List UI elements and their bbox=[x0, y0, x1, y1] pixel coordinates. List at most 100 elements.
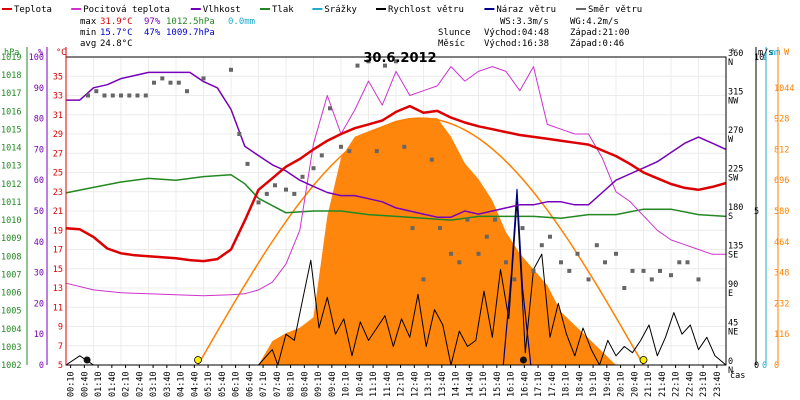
winddir-tick-dir: S bbox=[728, 212, 733, 222]
wind-direction-point bbox=[135, 93, 140, 98]
wind-direction-point bbox=[245, 161, 250, 166]
time-tick-label: 07:40 bbox=[273, 371, 283, 397]
time-tick-label: 03:40 bbox=[163, 371, 173, 397]
wind-direction-point bbox=[160, 76, 165, 81]
wind-direction-point bbox=[176, 80, 181, 85]
wind-direction-point bbox=[143, 93, 148, 98]
time-tick-label: 08:10 bbox=[287, 371, 297, 397]
humidity-tick: 40 bbox=[34, 238, 44, 248]
solar-tick: 812 bbox=[774, 145, 789, 155]
time-tick-label: 20:10 bbox=[617, 371, 627, 397]
pressure-tick: 1009 bbox=[1, 234, 21, 244]
pressure-tick: 1002 bbox=[1, 361, 21, 371]
wind-direction-point bbox=[355, 63, 360, 68]
solar-theoretical-curve bbox=[197, 117, 645, 366]
wind-direction-point bbox=[366, 59, 371, 64]
wind-direction-point bbox=[677, 260, 682, 265]
wind-direction-point bbox=[641, 268, 646, 273]
wind-direction-point bbox=[421, 277, 426, 282]
wind-direction-point bbox=[311, 166, 316, 171]
temp-tick: 7 bbox=[58, 342, 63, 352]
time-tick-label: 06:40 bbox=[245, 371, 255, 397]
winddir-tick-deg: 135 bbox=[728, 242, 743, 252]
time-tick-label: 13:40 bbox=[438, 371, 448, 397]
wind-direction-point bbox=[394, 59, 398, 64]
pressure-tick: 1011 bbox=[1, 198, 21, 208]
wind-direction-point bbox=[614, 251, 618, 256]
pressure-tick: 1012 bbox=[1, 180, 21, 190]
series-line-tlak bbox=[65, 174, 727, 221]
stats-max-press: 1012.5hPa bbox=[166, 17, 215, 27]
solar-area bbox=[197, 117, 645, 366]
legend-label: Srážky bbox=[324, 5, 357, 15]
time-tick-label: 04:10 bbox=[177, 371, 187, 397]
solar-tick: 580 bbox=[774, 207, 789, 217]
solar-fill bbox=[258, 118, 616, 365]
sun-set: Západ:21:00 bbox=[570, 28, 630, 38]
series-line-teplota bbox=[65, 104, 727, 263]
legend-label: Teplota bbox=[14, 5, 52, 15]
winddir-tick-deg: 180 bbox=[728, 203, 743, 213]
wind-direction-point bbox=[567, 268, 572, 273]
wind-direction-point bbox=[438, 226, 442, 231]
wind-direction-point bbox=[512, 277, 517, 282]
stats-min-temp: 15.7°C bbox=[100, 28, 133, 38]
moonrise-marker bbox=[519, 356, 527, 364]
wind-direction-point bbox=[237, 132, 242, 136]
pressure-tick: 1016 bbox=[1, 107, 21, 117]
pressure-tick: 1013 bbox=[1, 162, 21, 172]
pressure-tick: 1014 bbox=[1, 144, 21, 154]
time-tick-label: 04:40 bbox=[190, 371, 200, 397]
stats-avg-label: avg bbox=[80, 39, 96, 49]
solar-tick: 232 bbox=[774, 299, 789, 309]
wind-direction-points bbox=[86, 59, 701, 290]
windspeed-tick: 10 bbox=[754, 53, 764, 63]
temp-tick: 17 bbox=[53, 246, 63, 256]
stats-min-label: min bbox=[80, 28, 96, 38]
pressure-tick: 1008 bbox=[1, 252, 21, 262]
time-tick-label: 12:40 bbox=[410, 371, 420, 397]
winddir-tick-deg: 315 bbox=[728, 88, 743, 98]
wind-direction-point bbox=[465, 217, 470, 222]
time-tick-label: 09:10 bbox=[314, 371, 324, 397]
time-tick-label: 00:10 bbox=[67, 371, 77, 397]
temp-tick: 27 bbox=[53, 149, 63, 159]
wind-direction-point bbox=[449, 251, 453, 256]
winddir-tick-dir: NW bbox=[728, 97, 739, 107]
wind-direction-point bbox=[575, 251, 580, 256]
wind-direction-point bbox=[110, 93, 115, 98]
windspeed-unit: m/s bbox=[758, 48, 773, 58]
wind-direction-point bbox=[594, 243, 599, 248]
wind-direction-point bbox=[256, 200, 261, 205]
wind-direction-point bbox=[273, 183, 277, 188]
humidity-tick: 10 bbox=[34, 330, 44, 340]
time-tick-label: 18:10 bbox=[562, 371, 572, 397]
wind-direction-point bbox=[630, 268, 635, 273]
stats-min-press: 1009.7hPa bbox=[166, 28, 215, 38]
humidity-tick: 20 bbox=[34, 299, 44, 309]
moonset-marker bbox=[83, 356, 91, 364]
wind-direction-point bbox=[548, 234, 552, 239]
wind-direction-point bbox=[476, 251, 481, 256]
legend-label: Pocitová teplota bbox=[83, 5, 170, 15]
legend-label: Náraz větru bbox=[496, 5, 556, 15]
moon-rise: Východ:16:38 bbox=[484, 39, 549, 49]
temp-tick: 13 bbox=[53, 284, 63, 294]
wind-direction-point bbox=[152, 80, 156, 85]
wind-direction-point bbox=[531, 268, 536, 273]
pressure-tick: 1010 bbox=[1, 216, 21, 226]
time-tick-label: 01:10 bbox=[94, 371, 104, 397]
time-tick-label: 14:10 bbox=[452, 371, 462, 397]
temp-tick: 25 bbox=[53, 169, 63, 179]
wind-direction-point bbox=[339, 144, 343, 149]
series-line-pocitová-teplota bbox=[65, 66, 726, 297]
axes: hPa% °C ° m/smm W100210031004100510061007100… bbox=[1, 47, 794, 397]
windspeed-tick: 0 bbox=[754, 361, 759, 371]
solar-tick: 348 bbox=[774, 269, 789, 279]
pressure-tick: 1004 bbox=[1, 325, 21, 335]
time-tick-label: 10:40 bbox=[355, 371, 365, 397]
wind-direction-point bbox=[127, 93, 132, 98]
wind-direction-point bbox=[292, 191, 297, 196]
temp-tick: 35 bbox=[53, 72, 63, 82]
